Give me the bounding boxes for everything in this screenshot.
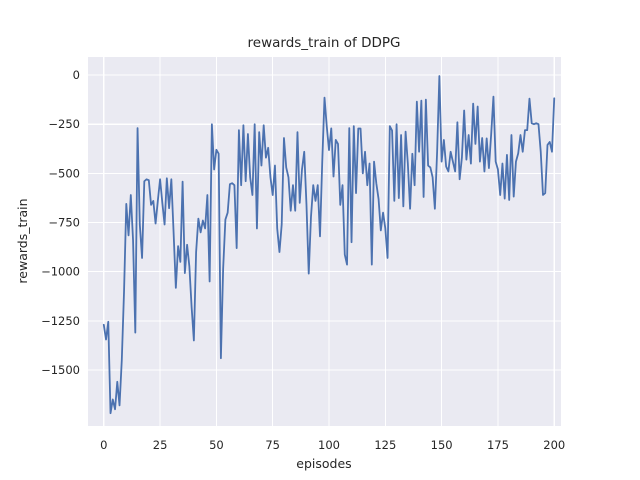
x-tick-label: 100 <box>318 438 340 452</box>
y-tick-label: 0 <box>73 68 80 82</box>
x-tick-label: 0 <box>100 438 107 452</box>
y-tick-label: −1250 <box>41 314 80 328</box>
y-axis-tick-labels: 0 −250 −500 −750 −1000 −1250 −1500 <box>41 68 80 377</box>
x-axis-tick-labels: 0 25 50 75 100 125 150 175 200 <box>100 438 565 452</box>
x-tick-label: 200 <box>543 438 565 452</box>
y-axis-label: rewards_train <box>15 198 30 283</box>
y-tick-label: −500 <box>48 166 80 180</box>
y-tick-label: −1500 <box>41 363 80 377</box>
x-axis-label: episodes <box>296 456 351 471</box>
y-tick-label: −250 <box>48 117 80 131</box>
x-tick-label: 75 <box>265 438 280 452</box>
y-tick-label: −1000 <box>41 265 80 279</box>
x-tick-label: 175 <box>487 438 509 452</box>
y-tick-label: −750 <box>48 216 80 230</box>
x-tick-label: 50 <box>209 438 224 452</box>
chart-title: rewards_train of DDPG <box>248 35 401 51</box>
x-tick-label: 125 <box>374 438 396 452</box>
x-tick-label: 25 <box>153 438 168 452</box>
x-tick-label: 150 <box>431 438 453 452</box>
reward-train-line <box>102 75 556 415</box>
